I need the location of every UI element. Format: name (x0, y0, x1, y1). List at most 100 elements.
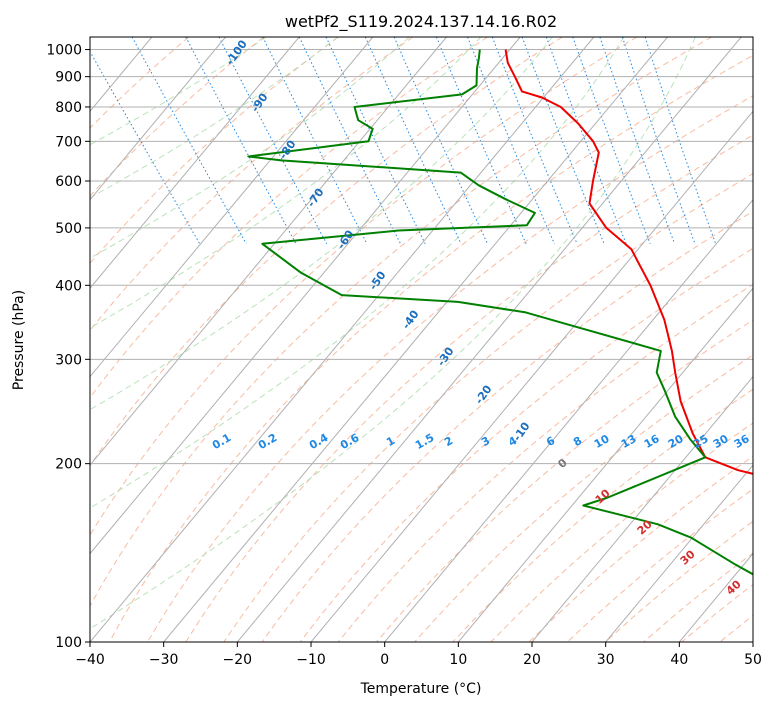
x-tick-label: −10 (296, 652, 326, 668)
mixing-ratio-label: 16 (642, 432, 662, 451)
x-axis: −40 −30 −20 −10 0 10 20 30 40 50 (75, 642, 762, 668)
y-tick-label: 1000 (46, 43, 82, 59)
isotherm (90, 37, 521, 555)
isotherm (605, 464, 753, 642)
isotherm (163, 37, 668, 642)
dry-adiabat-label: 20 (635, 517, 655, 537)
wetbulb-label: -60 (335, 228, 357, 252)
wetbulb-label: -40 (400, 308, 422, 332)
y-tick-label: 200 (55, 457, 82, 473)
moist-adiabat (90, 37, 625, 509)
y-axis-label: Pressure (hPa) (11, 290, 27, 390)
dry-adiabat (566, 488, 753, 642)
chart-title: wetPf2_S119.2024.137.14.16.R02 (285, 12, 557, 32)
dry-adiabat (528, 455, 753, 642)
mixing-ratio-label: 10 (592, 432, 612, 451)
isotherm (90, 37, 300, 289)
isotherm (90, 37, 226, 201)
dry-adiabat (414, 354, 753, 642)
y-tick-label: 800 (55, 100, 82, 116)
mixing-ratio-line (298, 37, 402, 245)
dry-adiabat-label: 40 (724, 577, 744, 597)
mixing-ratio-line (262, 37, 368, 245)
x-tick-label: 20 (523, 652, 541, 668)
isotherm (236, 37, 742, 642)
mixing-ratio-label: 0.1 (210, 431, 233, 452)
mixing-ratio-line (545, 37, 627, 244)
dry-adiabat (337, 283, 753, 642)
y-axis: 1000 900 800 700 600 500 400 300 200 100 (46, 43, 90, 651)
mixing-ratio-line (393, 37, 489, 245)
moist-adiabat (90, 37, 553, 411)
isotherm (531, 375, 753, 642)
mixing-ratio-line (218, 37, 328, 245)
mixing-ratio-line (572, 37, 651, 244)
dewpoint-line (247, 49, 753, 576)
isotherm (752, 641, 753, 642)
mixing-ratio-label: 1 (384, 434, 397, 449)
moist-adiabat (90, 37, 339, 199)
dry-adiabat (90, 37, 563, 467)
dry-adiabat (681, 583, 753, 642)
mixing-ratio-label: 13 (619, 432, 639, 451)
dry-adiabat (758, 37, 775, 642)
y-tick-label: 400 (55, 278, 82, 294)
dry-adiabat (90, 37, 339, 264)
x-tick-label: −40 (75, 652, 105, 668)
temperature-line (504, 49, 753, 475)
moist-adiabat (90, 37, 410, 259)
mixing-ratio-line (599, 37, 676, 244)
x-axis-label: Temperature (°C) (360, 681, 482, 697)
isotherm (90, 37, 447, 466)
dry-adiabat (108, 54, 753, 642)
x-tick-label: −20 (223, 652, 253, 668)
mixing-ratio-line (364, 37, 462, 245)
y-tick-label: 600 (55, 174, 82, 190)
moist-adiabat (90, 37, 482, 329)
y-tick-label: 100 (55, 635, 82, 651)
grid (0, 37, 753, 642)
profiles (247, 49, 753, 576)
dry-adiabat (90, 37, 712, 608)
x-tick-label: 40 (670, 652, 688, 668)
mixing-ratio-line (90, 50, 201, 245)
isotherm (310, 110, 753, 642)
dry-adiabat (90, 37, 488, 399)
dry-adiabat (643, 552, 753, 642)
x-tick-label: 10 (449, 652, 467, 668)
dry-adiabat (719, 614, 753, 642)
background-lines (90, 37, 775, 642)
x-tick-label: 50 (744, 652, 762, 668)
x-tick-label: −30 (149, 652, 179, 668)
mixing-ratio-label: 0.2 (256, 431, 279, 452)
mixing-ratio-line (435, 37, 527, 245)
y-tick-label: 700 (55, 134, 82, 150)
x-tick-label: 30 (597, 652, 615, 668)
wetbulb-label: -70 (305, 186, 327, 210)
x-tick-label: 0 (380, 652, 389, 668)
mixing-ratio-label: 30 (711, 432, 731, 451)
dry-adiabat-label: 10 (593, 486, 613, 506)
dry-adiabat (90, 37, 638, 536)
isotherm (457, 287, 753, 642)
y-tick-label: 900 (55, 70, 82, 86)
moist-adiabat (90, 37, 696, 630)
mixing-ratio-label: 36 (732, 432, 752, 451)
isotherm (90, 37, 374, 378)
dry-adiabat (90, 37, 190, 129)
dry-adiabat (223, 173, 753, 642)
dry-adiabat (90, 37, 414, 332)
mixing-ratio-label: 0.4 (307, 431, 331, 452)
mixing-ratio-line (521, 37, 605, 244)
isotherm (0, 37, 5, 642)
wetbulb-label: -30 (435, 345, 457, 369)
isotherm (384, 198, 753, 642)
mixing-ratio-label: 20 (666, 432, 686, 451)
mixing-ratio-label: 3 (479, 434, 492, 449)
mixing-ratio-label: 0.6 (338, 431, 362, 452)
y-tick-label: 500 (55, 221, 82, 237)
wetbulb-label: -20 (473, 383, 495, 407)
mixing-ratio-label: 8 (571, 434, 584, 449)
isotherm (678, 552, 753, 642)
